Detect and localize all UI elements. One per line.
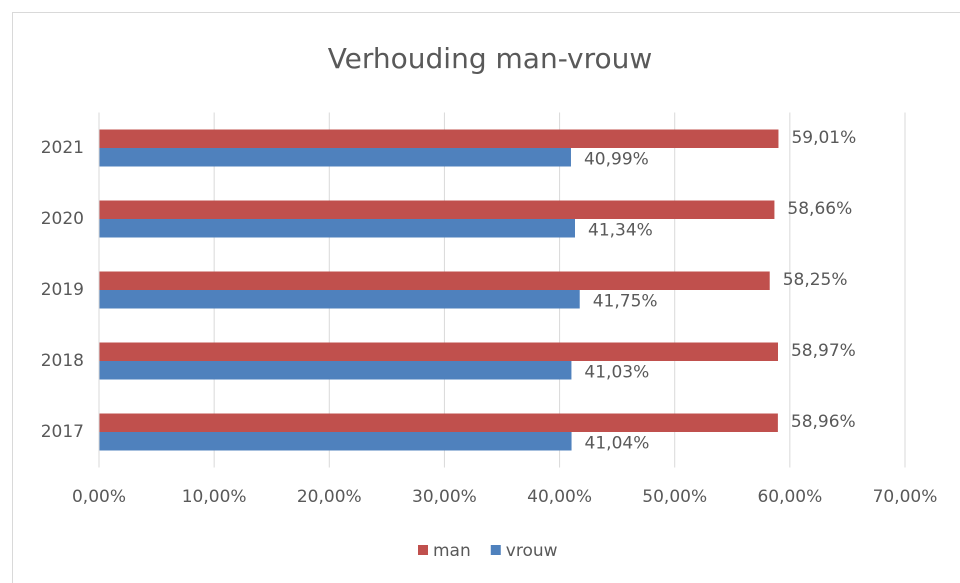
x-tick-label: 40,00% — [527, 487, 592, 507]
y-tick-label: 2021 — [41, 138, 84, 158]
value-label: 41,04% — [585, 433, 650, 453]
bar — [99, 342, 778, 361]
value-label: 58,25% — [783, 270, 848, 290]
y-tick-label: 2018 — [41, 351, 84, 371]
value-label: 58,66% — [787, 199, 852, 219]
bar — [99, 432, 572, 451]
bar — [99, 219, 576, 238]
value-label: 41,75% — [593, 291, 658, 311]
bar — [99, 413, 778, 432]
bar — [99, 271, 770, 290]
x-tick-label: 10,00% — [182, 487, 247, 507]
x-tick-label: 50,00% — [642, 487, 707, 507]
x-tick-label: 70,00% — [873, 487, 938, 507]
value-label: 59,01% — [791, 128, 856, 148]
y-tick-label: 2017 — [41, 422, 84, 442]
bar — [99, 200, 775, 219]
value-label: 41,34% — [588, 220, 653, 240]
y-tick-label: 2019 — [41, 280, 84, 300]
legend-swatch — [418, 545, 428, 555]
bar — [99, 361, 572, 380]
legend-swatch — [490, 545, 501, 555]
bar — [99, 148, 571, 167]
value-label: 41,03% — [584, 362, 649, 382]
bar — [99, 129, 779, 148]
y-tick-label: 2020 — [41, 209, 84, 229]
value-label: 58,96% — [791, 412, 856, 432]
x-tick-label: 20,00% — [297, 487, 362, 507]
x-tick-label: 60,00% — [757, 487, 822, 507]
value-label: 40,99% — [584, 149, 649, 169]
x-tick-label: 30,00% — [412, 487, 477, 507]
bar — [99, 290, 580, 309]
chart-title: Verhouding man-vrouw — [328, 42, 653, 75]
legend-label: vrouw — [506, 541, 558, 561]
value-label: 58,97% — [791, 341, 856, 361]
legend-label: man — [433, 541, 471, 561]
x-tick-label: 0,00% — [72, 487, 126, 507]
